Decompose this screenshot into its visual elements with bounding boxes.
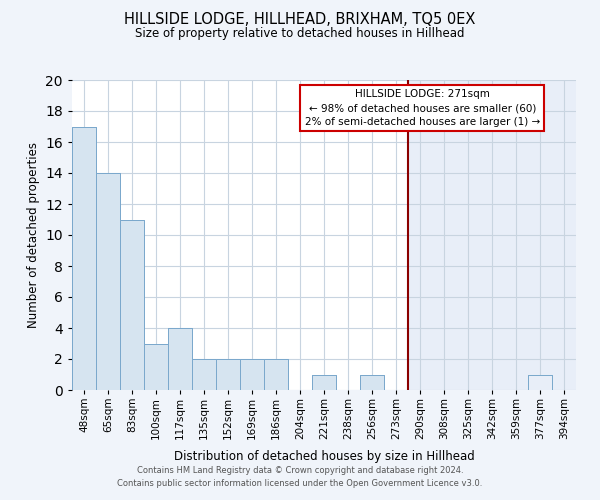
Bar (528, 374, 552, 390)
X-axis label: Distribution of detached houses by size in Hillhead: Distribution of detached houses by size … (173, 450, 475, 463)
Bar (240, 359, 264, 390)
Bar (168, 328, 192, 390)
Bar (240, 359, 264, 390)
Y-axis label: Number of detached properties: Number of detached properties (26, 142, 40, 328)
Bar (120, 220, 144, 390)
Bar (216, 359, 240, 390)
Bar (72, 126, 96, 390)
Bar (264, 359, 288, 390)
Bar (408, 80, 576, 390)
Bar (360, 374, 384, 390)
Bar (144, 344, 168, 390)
Bar (120, 220, 144, 390)
Text: HILLSIDE LODGE, HILLHEAD, BRIXHAM, TQ5 0EX: HILLSIDE LODGE, HILLHEAD, BRIXHAM, TQ5 0… (124, 12, 476, 28)
Bar (96, 173, 120, 390)
Bar (192, 359, 216, 390)
Bar (192, 359, 216, 390)
Bar (144, 344, 168, 390)
Bar (72, 126, 96, 390)
Bar (72, 80, 408, 390)
Bar (312, 374, 336, 390)
Bar (360, 374, 384, 390)
Bar (528, 374, 552, 390)
Text: HILLSIDE LODGE: 271sqm
← 98% of detached houses are smaller (60)
2% of semi-deta: HILLSIDE LODGE: 271sqm ← 98% of detached… (305, 90, 540, 128)
Bar (264, 359, 288, 390)
Bar (312, 374, 336, 390)
Bar (96, 173, 120, 390)
Text: Contains HM Land Registry data © Crown copyright and database right 2024.
Contai: Contains HM Land Registry data © Crown c… (118, 466, 482, 487)
Bar (168, 328, 192, 390)
Text: Size of property relative to detached houses in Hillhead: Size of property relative to detached ho… (135, 28, 465, 40)
Bar (216, 359, 240, 390)
